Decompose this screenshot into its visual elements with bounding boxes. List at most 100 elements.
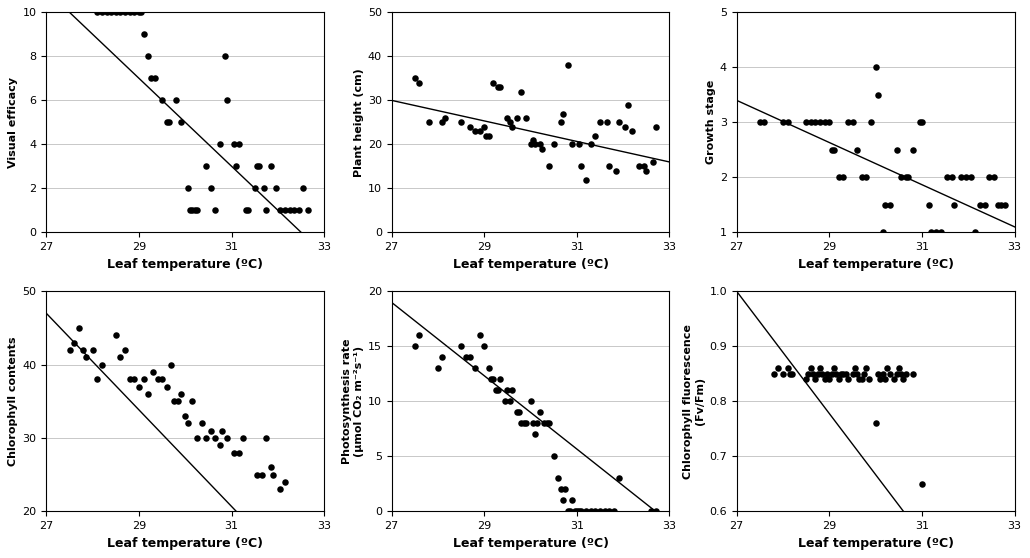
- Point: [645, 157, 661, 166]
- Point: [188, 434, 205, 442]
- Point: [453, 342, 470, 351]
- Point: [900, 173, 917, 182]
- Point: [207, 206, 224, 215]
- Point: [476, 342, 492, 351]
- Point: [246, 184, 263, 193]
- Point: [89, 375, 105, 384]
- Point: [943, 173, 960, 182]
- Point: [231, 140, 247, 149]
- Point: [481, 364, 497, 373]
- Point: [135, 30, 151, 39]
- Point: [780, 118, 796, 127]
- Point: [214, 426, 231, 435]
- Point: [592, 118, 609, 127]
- Point: [103, 8, 119, 17]
- Point: [541, 162, 557, 171]
- Point: [923, 228, 939, 237]
- Y-axis label: Visual efficacy: Visual efficacy: [8, 77, 19, 168]
- Point: [826, 364, 843, 373]
- Point: [487, 386, 504, 395]
- Point: [828, 369, 845, 378]
- Point: [485, 78, 502, 87]
- Point: [253, 470, 270, 479]
- Point: [263, 463, 279, 472]
- Point: [821, 375, 837, 384]
- Point: [144, 368, 161, 377]
- Point: [817, 375, 833, 384]
- Point: [928, 228, 945, 237]
- Point: [550, 474, 566, 483]
- Point: [502, 118, 518, 127]
- Point: [587, 507, 604, 516]
- Point: [531, 408, 548, 417]
- Point: [782, 369, 798, 378]
- Point: [263, 162, 279, 171]
- Point: [559, 507, 576, 516]
- Point: [765, 369, 782, 378]
- Point: [830, 173, 847, 182]
- Point: [84, 345, 101, 354]
- Point: [437, 113, 453, 122]
- Point: [296, 184, 312, 193]
- Point: [546, 140, 562, 149]
- Point: [555, 496, 572, 505]
- Point: [203, 426, 219, 435]
- Y-axis label: Growth stage: Growth stage: [706, 80, 716, 165]
- Point: [467, 364, 483, 373]
- Point: [481, 131, 497, 140]
- Point: [184, 397, 201, 406]
- Point: [107, 331, 124, 340]
- Point: [420, 118, 437, 127]
- Point: [958, 173, 974, 182]
- Point: [914, 479, 930, 488]
- Point: [524, 136, 541, 145]
- Point: [631, 162, 648, 171]
- Point: [198, 434, 214, 442]
- Point: [557, 485, 574, 494]
- Point: [472, 331, 488, 340]
- Point: [161, 118, 177, 127]
- Point: [636, 162, 652, 171]
- Point: [849, 369, 865, 378]
- Point: [490, 386, 507, 395]
- Point: [268, 184, 284, 193]
- Point: [552, 485, 569, 494]
- Point: [255, 184, 272, 193]
- Point: [163, 360, 179, 369]
- Point: [997, 200, 1014, 209]
- Point: [598, 118, 615, 127]
- Point: [566, 507, 583, 516]
- Point: [877, 375, 893, 384]
- Point: [832, 369, 849, 378]
- Point: [932, 228, 949, 237]
- Point: [620, 100, 637, 109]
- Point: [835, 369, 852, 378]
- Point: [879, 364, 895, 373]
- Point: [77, 353, 94, 362]
- Point: [265, 470, 281, 479]
- Point: [107, 8, 124, 17]
- Point: [592, 507, 609, 516]
- Point: [116, 8, 133, 17]
- Point: [784, 369, 800, 378]
- Point: [462, 122, 479, 131]
- X-axis label: Leaf temperature (ºC): Leaf temperature (ºC): [107, 258, 264, 271]
- Point: [122, 375, 138, 384]
- Point: [531, 140, 548, 149]
- Point: [986, 173, 1002, 182]
- Point: [159, 118, 175, 127]
- Point: [504, 122, 520, 131]
- Point: [153, 375, 170, 384]
- Point: [770, 364, 787, 373]
- Point: [198, 162, 214, 171]
- Point: [430, 364, 446, 373]
- Y-axis label: Photosynthesis rate
(μmol CO₂ m⁻²s⁻¹): Photosynthesis rate (μmol CO₂ m⁻²s⁻¹): [342, 339, 364, 464]
- Point: [643, 507, 659, 516]
- Point: [194, 419, 210, 428]
- Point: [240, 206, 256, 215]
- Point: [858, 364, 874, 373]
- X-axis label: Leaf temperature (ºC): Leaf temperature (ºC): [797, 537, 954, 550]
- Point: [453, 118, 470, 127]
- Point: [561, 507, 578, 516]
- Point: [153, 96, 170, 105]
